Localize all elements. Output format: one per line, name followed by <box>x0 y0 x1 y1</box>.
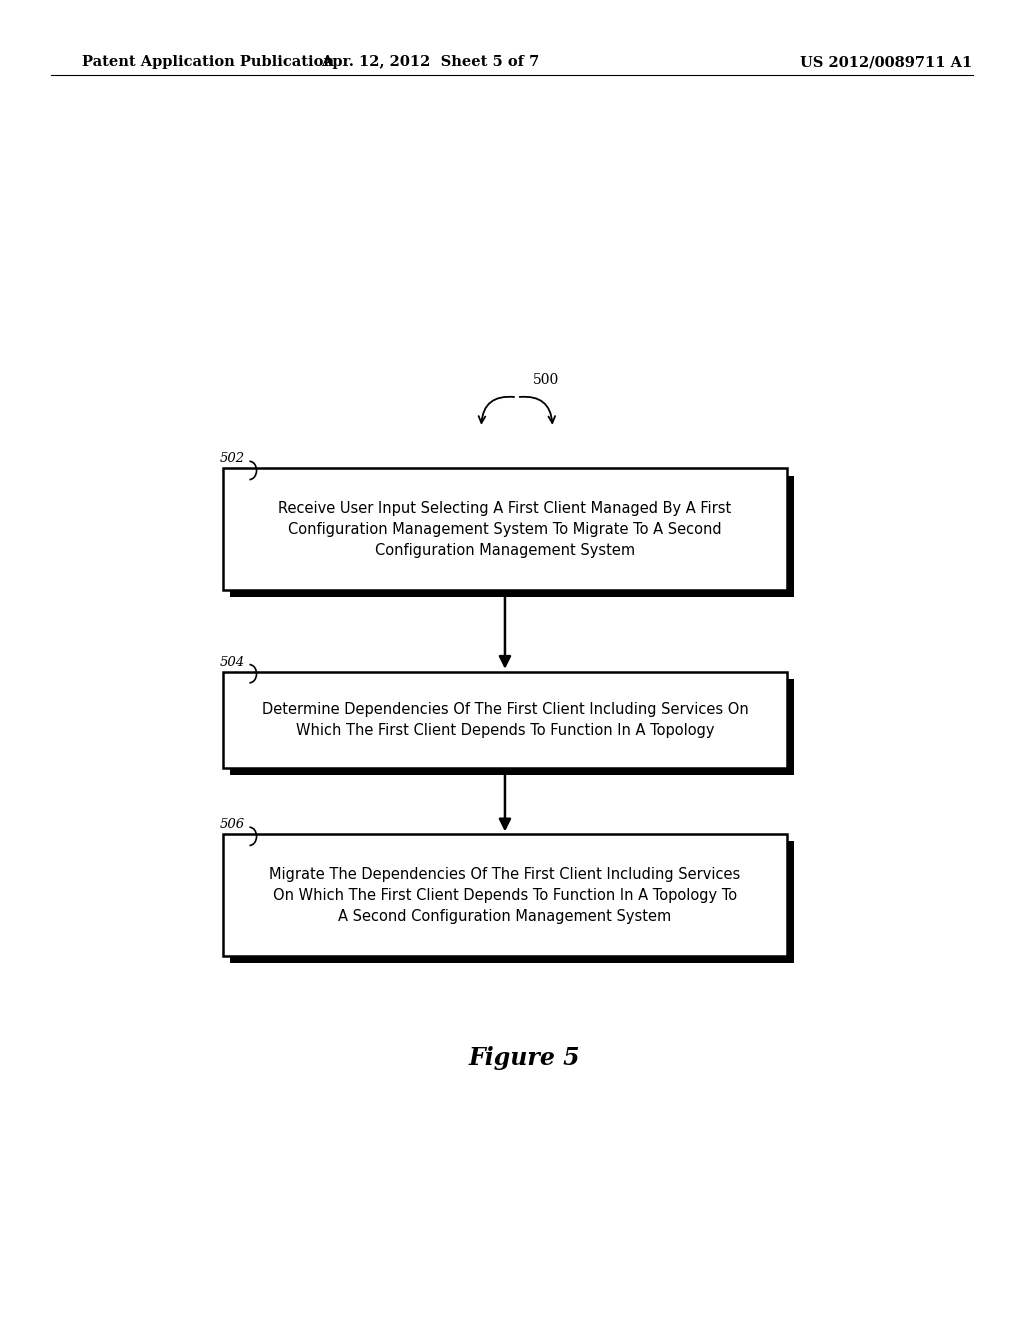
Text: Patent Application Publication: Patent Application Publication <box>82 55 334 69</box>
Text: Receive User Input Selecting A First Client Managed By A First
Configuration Man: Receive User Input Selecting A First Cli… <box>279 500 731 558</box>
Text: US 2012/0089711 A1: US 2012/0089711 A1 <box>800 55 972 69</box>
Text: Migrate The Dependencies Of The First Client Including Services
On Which The Fir: Migrate The Dependencies Of The First Cl… <box>269 867 740 924</box>
Text: Apr. 12, 2012  Sheet 5 of 7: Apr. 12, 2012 Sheet 5 of 7 <box>321 55 540 69</box>
Text: Determine Dependencies Of The First Client Including Services On
Which The First: Determine Dependencies Of The First Clie… <box>261 702 749 738</box>
Bar <box>223 672 786 768</box>
Bar <box>230 678 794 775</box>
Bar <box>223 469 786 590</box>
Text: 504: 504 <box>219 656 245 669</box>
Bar <box>230 841 794 964</box>
Text: 502: 502 <box>219 453 245 466</box>
Text: Figure 5: Figure 5 <box>469 1045 581 1071</box>
Bar <box>230 475 794 598</box>
Bar <box>223 834 786 956</box>
Text: 506: 506 <box>219 818 245 832</box>
Text: 500: 500 <box>532 374 559 387</box>
